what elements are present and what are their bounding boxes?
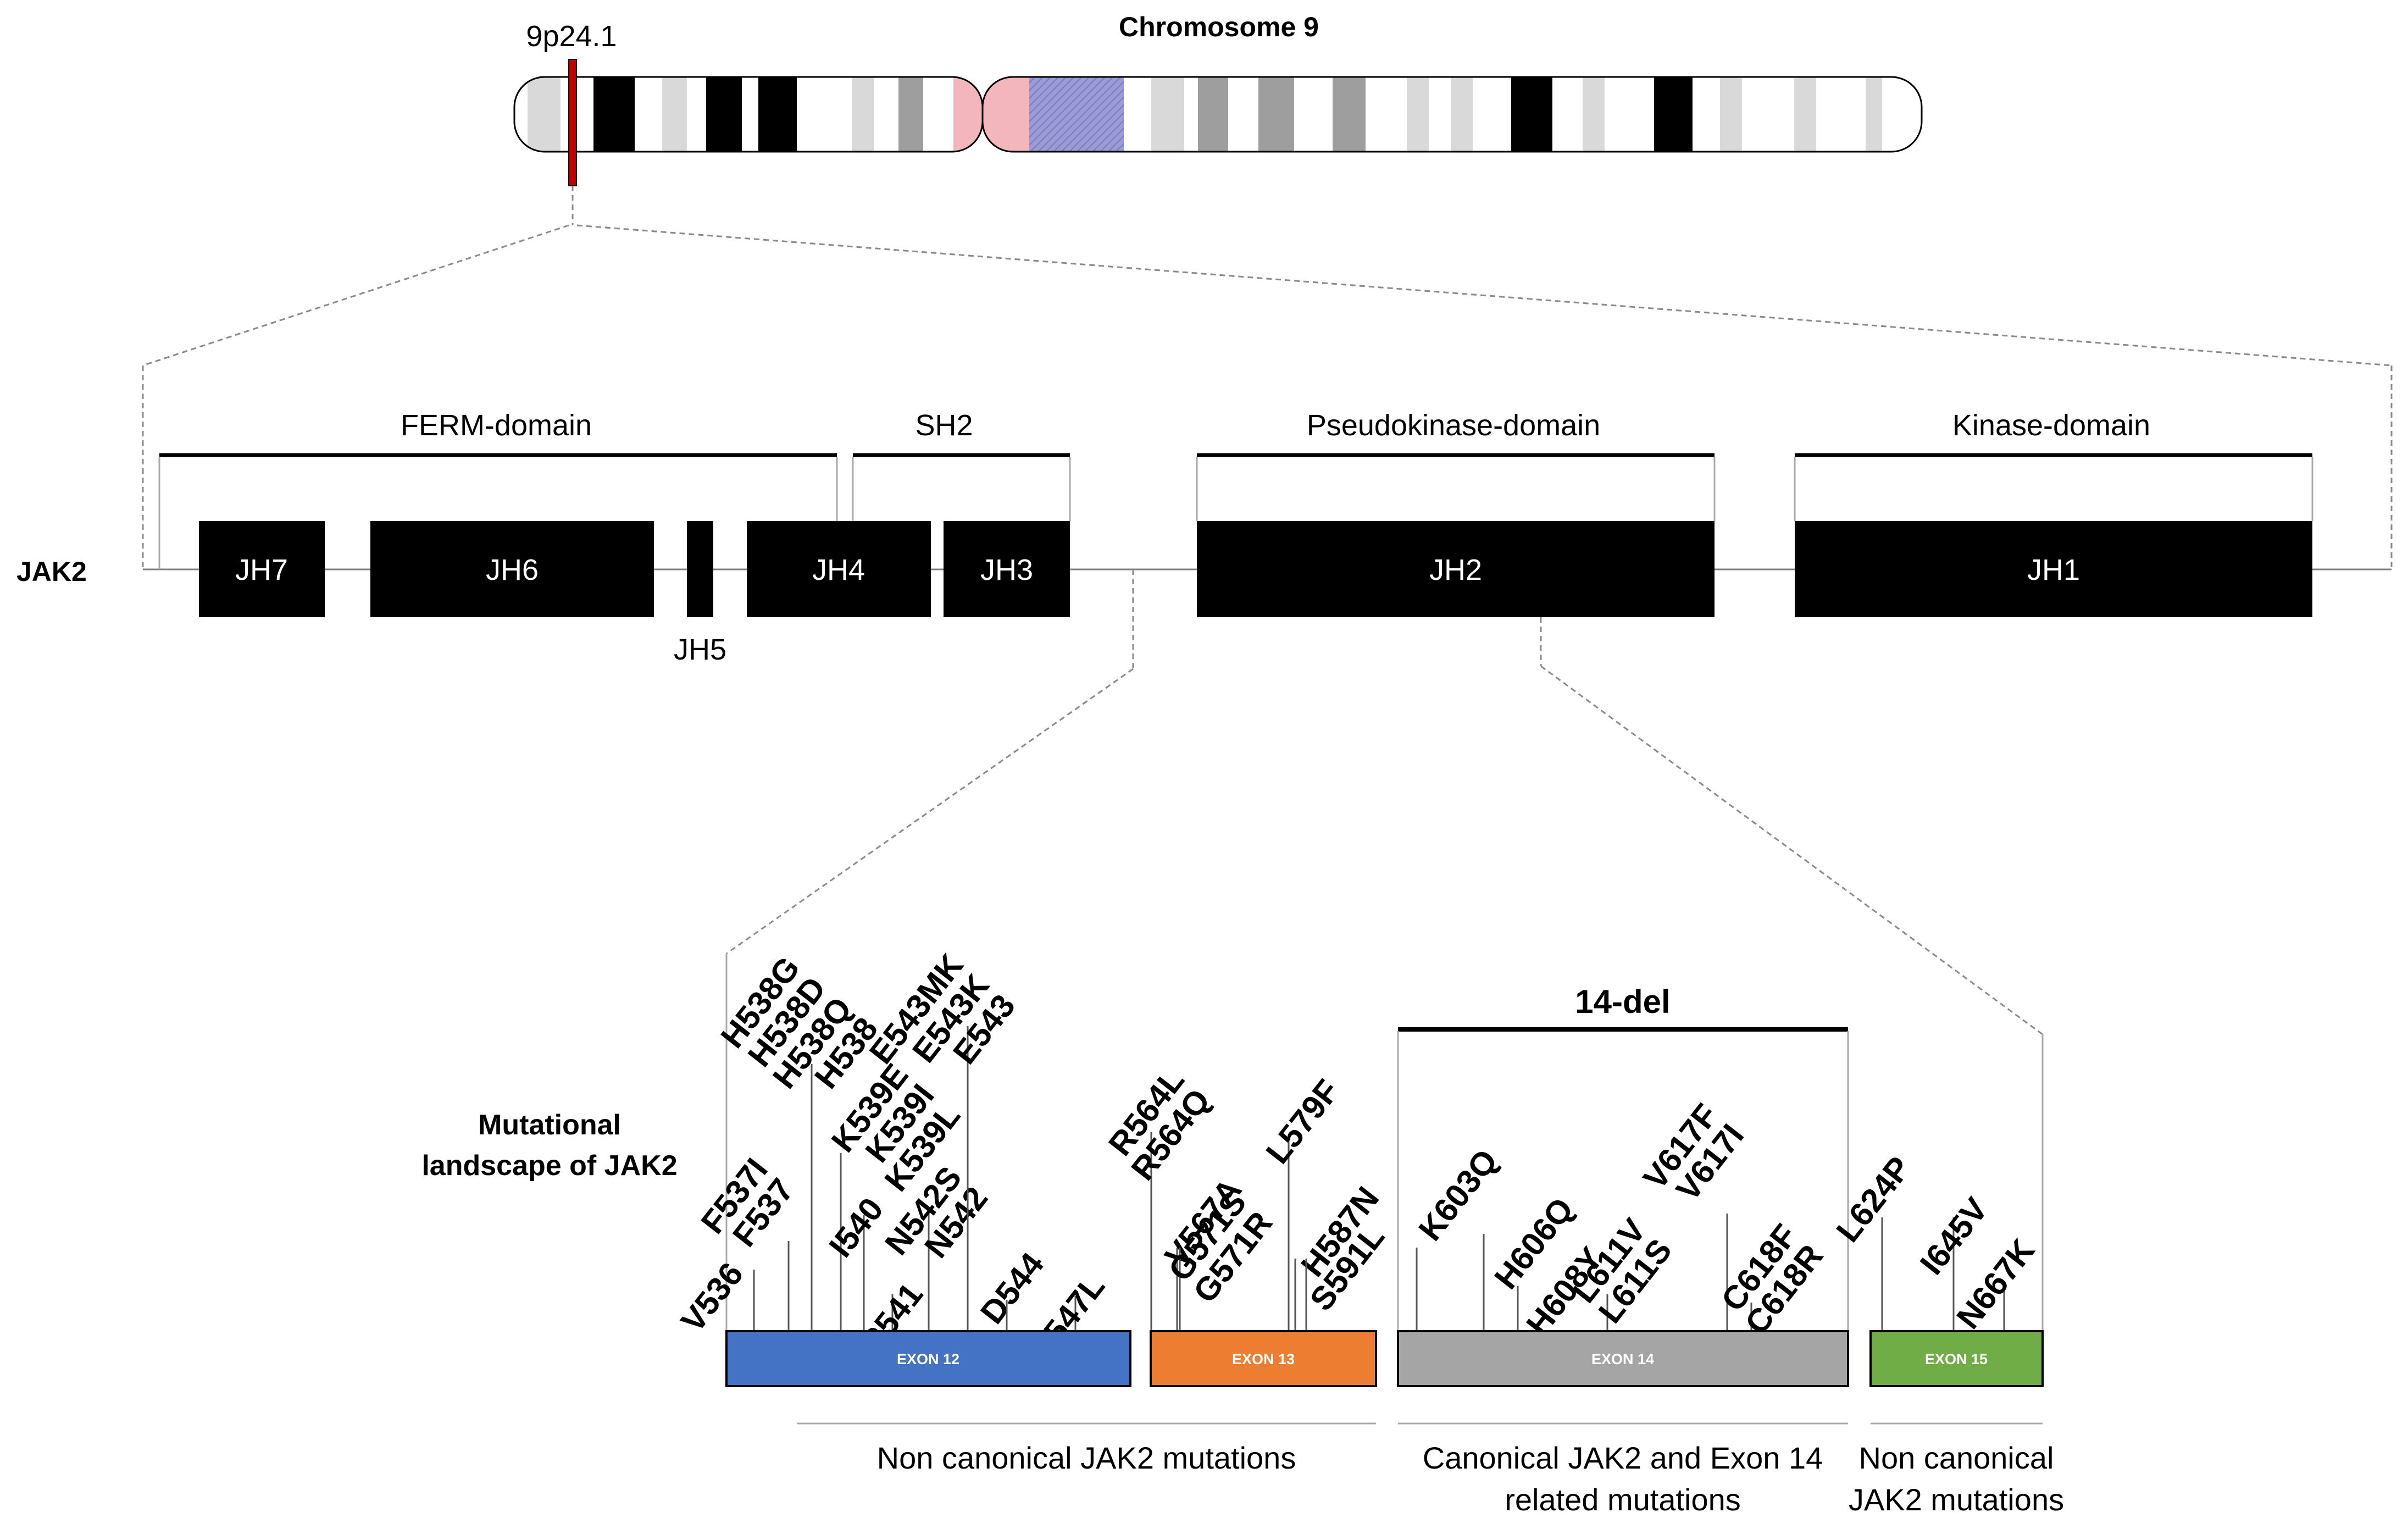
band	[1451, 77, 1473, 152]
band	[1198, 77, 1228, 152]
band	[1407, 77, 1429, 152]
domain-label-pseudokinase: Pseudokinase-domain	[1307, 409, 1600, 442]
jh7-block	[199, 521, 325, 617]
zoom-line-jh2	[1540, 665, 2043, 1035]
jh6-label: JH6	[486, 553, 539, 586]
band	[898, 77, 923, 152]
mutation-label: D544	[973, 1245, 1051, 1331]
exon-12-box	[725, 1330, 1131, 1387]
band	[852, 77, 874, 152]
heterochromatin	[1029, 77, 1124, 152]
mutation-labels: V536F537IF537H538GH538DH538QH538K539EK53…	[674, 947, 2041, 1361]
band	[662, 77, 687, 152]
zoom-line-left	[142, 224, 569, 367]
mutation-label: L579F	[1259, 1073, 1347, 1171]
zoom-line-right	[576, 224, 2392, 367]
exon-14-box	[1397, 1330, 1849, 1387]
jh2-block	[1197, 521, 1715, 617]
category-3-line2: JAK2 mutations	[1849, 1482, 2064, 1517]
jh4-block	[747, 521, 931, 617]
band	[528, 77, 561, 152]
mutational-landscape: Mutational landscape of JAK2 14-del V536…	[421, 947, 2064, 1517]
landscape-title-line1: Mutational	[478, 1109, 621, 1141]
band	[1794, 77, 1816, 152]
jh6-block	[370, 521, 654, 617]
jh3-label: JH3	[980, 553, 1033, 586]
exon-14-label: EXON 14	[1591, 1351, 1654, 1367]
jh4-label: JH4	[812, 553, 865, 586]
jh5-block	[687, 521, 713, 617]
mutation-label: K603Q	[1411, 1143, 1505, 1248]
exon-15-label: EXON 15	[1925, 1351, 1988, 1367]
band	[1511, 77, 1552, 152]
mutation-label: V536	[674, 1256, 750, 1339]
mutation-label: L624P	[1829, 1150, 1918, 1249]
chromosome-q-arm	[983, 77, 1922, 152]
band	[1333, 77, 1366, 152]
chromosome-q-outline	[981, 76, 1923, 153]
category-brackets: Non canonical JAK2 mutations Canonical J…	[797, 1422, 2064, 1517]
jh7-label: JH7	[235, 553, 288, 586]
exon-boxes: EXON 12 EXON 13 EXON 14 EXON 15	[725, 1330, 2044, 1387]
chromosome-p-arm	[514, 77, 983, 152]
jh-blocks: JH7 JH6 JH5 JH4 JH3 JH2 JH1	[199, 521, 2312, 666]
centromere-q	[983, 77, 1029, 152]
band	[1583, 77, 1605, 152]
category-1-line1: Non canonical JAK2 mutations	[877, 1441, 1296, 1475]
category-2-line2: related mutations	[1505, 1482, 1741, 1517]
domain-brackets: FERM-domain SH2 Pseudokinase-domain Kina…	[158, 409, 2313, 569]
chromosome-ideogram: Chromosome 9 9p24.1	[142, 12, 2392, 367]
mutation-label: I540	[822, 1191, 891, 1264]
band	[1866, 77, 1882, 152]
category-3-line1: Non canonical	[1859, 1441, 2054, 1475]
domain-label-sh2: SH2	[915, 409, 973, 442]
jh3-block	[944, 521, 1070, 617]
jh5-label: JH5	[674, 633, 726, 666]
band	[758, 77, 797, 152]
jh1-block	[1795, 521, 2312, 617]
zoom-line-exon12	[726, 668, 1134, 955]
band	[1720, 77, 1742, 152]
exon-13-label: EXON 13	[1232, 1351, 1295, 1367]
exon-12-label: EXON 12	[897, 1351, 959, 1367]
jh2-label: JH2	[1429, 553, 1482, 586]
category-2-line1: Canonical JAK2 and Exon 14	[1423, 1441, 1823, 1475]
exon-15-box	[1869, 1330, 2044, 1387]
band	[593, 77, 635, 152]
chromosome-title: Chromosome 9	[1119, 12, 1319, 42]
gene-name: JAK2	[16, 556, 87, 587]
domain-label-kinase: Kinase-domain	[1952, 409, 2150, 442]
band	[1151, 77, 1184, 152]
exon-13-box	[1150, 1330, 1377, 1387]
band	[706, 77, 742, 152]
locus-marker	[568, 59, 577, 186]
domain-label-ferm: FERM-domain	[401, 409, 592, 442]
band-label: 9p24.1	[526, 20, 617, 53]
deletion-label: 14-del	[1575, 983, 1670, 1020]
centromere-p	[953, 77, 983, 152]
jh1-label: JH1	[2027, 553, 2080, 586]
band	[1258, 77, 1294, 152]
band	[1654, 77, 1693, 152]
jak2-gene: JAK2 FERM-domain SH2 Pseudokinase-domain…	[16, 365, 2393, 1331]
landscape-title-line2: landscape of JAK2	[421, 1150, 677, 1182]
